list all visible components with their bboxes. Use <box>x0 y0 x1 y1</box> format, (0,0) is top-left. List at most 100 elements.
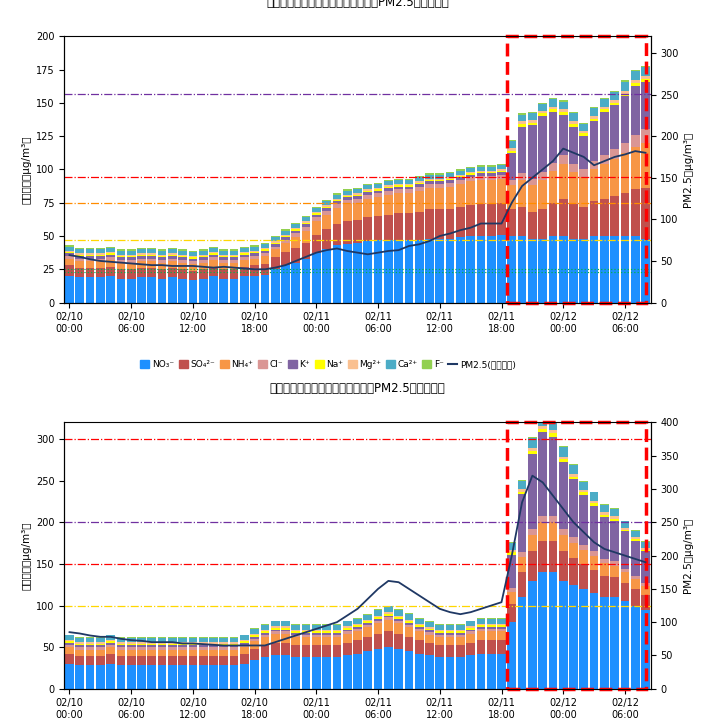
Bar <box>312 213 321 215</box>
Bar <box>621 80 629 81</box>
Bar <box>590 505 598 552</box>
Bar <box>415 212 423 240</box>
Bar <box>322 205 331 207</box>
Bar <box>260 631 270 633</box>
Bar <box>548 515 557 522</box>
Bar <box>353 618 362 619</box>
Bar <box>569 239 578 302</box>
Bar <box>189 257 197 259</box>
Bar <box>445 210 455 239</box>
Bar <box>394 649 403 689</box>
Bar <box>466 634 475 643</box>
Bar <box>394 184 403 186</box>
Bar <box>230 650 238 656</box>
Bar <box>590 593 598 689</box>
Bar <box>75 248 84 249</box>
Bar <box>487 204 495 236</box>
Bar <box>435 634 444 637</box>
Bar <box>405 186 413 187</box>
Bar <box>415 624 423 626</box>
Bar <box>240 643 249 645</box>
Bar <box>631 135 640 146</box>
Y-axis label: PM2.5（μg/m³）: PM2.5（μg/m³） <box>683 518 693 593</box>
Bar <box>621 531 629 569</box>
Bar <box>353 629 362 631</box>
Bar <box>621 236 629 302</box>
Bar <box>497 640 506 654</box>
Bar <box>189 252 197 256</box>
Bar <box>621 572 629 583</box>
Bar <box>260 625 270 629</box>
Bar <box>528 552 537 581</box>
Bar <box>641 610 650 689</box>
Bar <box>117 262 125 269</box>
Bar <box>292 224 300 228</box>
Bar <box>199 257 207 260</box>
Bar <box>332 625 341 629</box>
Bar <box>240 276 249 302</box>
Bar <box>220 260 228 262</box>
Bar <box>158 642 167 644</box>
Bar <box>611 521 619 561</box>
Bar <box>374 240 383 302</box>
Bar <box>137 253 146 254</box>
Bar <box>271 655 280 689</box>
Bar <box>230 262 238 269</box>
Bar <box>302 624 310 625</box>
Bar <box>96 249 104 253</box>
Bar <box>538 515 547 522</box>
Bar <box>75 644 84 645</box>
Bar <box>199 642 207 644</box>
Bar <box>250 642 259 649</box>
Legend: NO₃⁻, SO₄²⁻, NH₄⁺, Cl⁻, K⁺, Na⁺, Mg²⁺, Ca²⁺, F⁻, PM2.5(城市均值): NO₃⁻, SO₄²⁻, NH₄⁺, Cl⁻, K⁺, Na⁺, Mg²⁺, C… <box>140 360 516 369</box>
Bar <box>178 249 187 251</box>
Bar <box>579 178 588 207</box>
Bar <box>384 181 393 186</box>
Bar <box>250 247 259 251</box>
Bar <box>528 114 537 120</box>
Bar <box>425 239 434 302</box>
Bar <box>600 112 608 154</box>
Bar <box>86 645 94 647</box>
Bar <box>559 236 568 302</box>
Bar <box>147 645 156 647</box>
Bar <box>374 609 383 610</box>
Bar <box>497 164 506 165</box>
Bar <box>65 664 74 689</box>
Bar <box>528 239 537 302</box>
Bar <box>435 631 444 633</box>
Bar <box>477 618 485 619</box>
Bar <box>548 430 557 434</box>
Bar <box>230 269 238 278</box>
Bar <box>405 627 413 637</box>
Bar <box>611 106 619 149</box>
Bar <box>168 256 177 259</box>
Bar <box>302 259 310 302</box>
Bar <box>579 492 588 495</box>
Bar <box>178 256 187 257</box>
Bar <box>260 249 270 251</box>
Bar <box>292 223 300 224</box>
Bar <box>189 264 197 270</box>
Bar <box>230 666 238 689</box>
Bar <box>590 119 598 122</box>
Bar <box>405 625 413 627</box>
Bar <box>374 616 383 617</box>
Bar <box>405 614 413 620</box>
Bar <box>158 262 167 269</box>
Bar <box>117 645 125 647</box>
Bar <box>260 657 270 689</box>
Bar <box>230 656 238 666</box>
Bar <box>487 624 495 626</box>
Bar <box>477 619 485 624</box>
Bar <box>374 634 383 649</box>
Bar <box>292 248 300 262</box>
Bar <box>538 429 547 432</box>
Bar <box>96 253 104 254</box>
Bar <box>86 261 94 268</box>
Bar <box>302 629 310 631</box>
Bar <box>548 112 557 162</box>
Bar <box>435 179 444 180</box>
Bar <box>363 192 372 195</box>
Bar <box>127 257 136 260</box>
